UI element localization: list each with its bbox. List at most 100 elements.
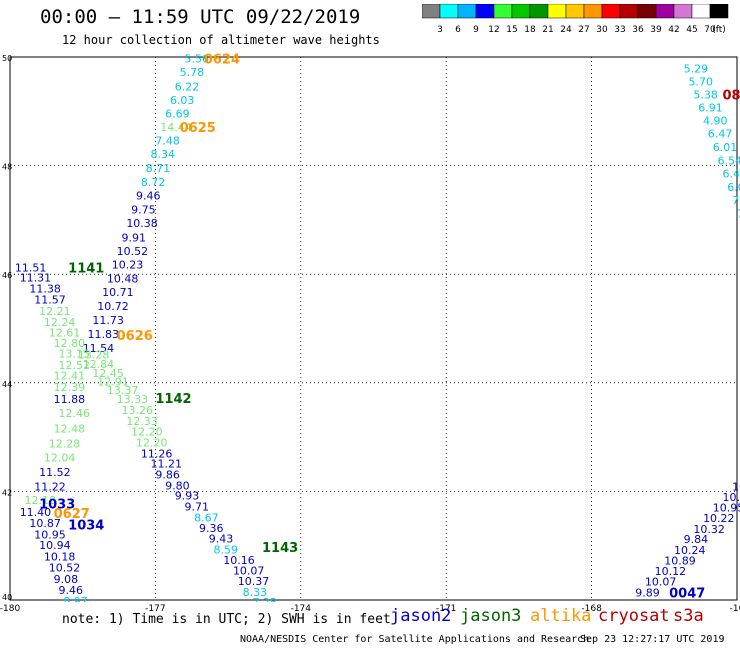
wave-height-value: 9.91 [121,231,145,244]
colorbar-label: 27 [578,25,589,35]
wave-height-value: 12.20 [136,437,168,450]
latitude-tick-label: 44 [2,380,12,389]
colorbar-label: 6 [455,25,461,35]
map-subtitle: 12 hour collection of altimeter wave hei… [62,33,380,47]
wave-height-value: 8.97 [63,595,88,608]
wave-height-value: 6.91 [698,101,723,114]
wave-height-value: 11.26 [141,447,173,460]
latitude-tick-label: 42 [2,488,12,497]
wave-height-value: 5.78 [180,66,205,79]
wave-height-value: 11.52 [39,466,71,479]
wave-height-value: 12.52 [58,359,90,372]
longitude-tick-label: -16 [730,604,740,614]
map-title: 00:00 – 11:59 UTC 09/22/2019 [40,6,361,28]
wave-height-value: 12.04 [44,452,76,465]
wave-height-value: 8.67 [194,511,219,524]
wave-height-value: 12.80 [54,337,85,350]
wave-height-value: 12.46 [58,407,90,420]
wave-height-value: 12.24 [44,316,76,329]
wave-height-value: 12.20 [131,426,163,439]
wave-height-value: 11.57 [34,294,66,307]
pass-time-label: 0047 [669,586,705,601]
latitude-tick-label: 40 [2,593,12,602]
wave-height-value: 13.33 [117,393,149,406]
colorbar-label: 24 [560,25,572,35]
wave-height-value: 12.61 [49,326,80,339]
colorbar-swatch [709,4,729,19]
wave-height-value: 9.46 [58,584,83,597]
colorbar-label: 15 [506,25,517,35]
wave-height-value: 12.41 [54,370,85,383]
longitude-tick-label: -168 [581,604,602,614]
pass-time-label: 0626 [117,329,153,344]
wave-height-value: 14.44 [160,121,192,134]
color-scale-bar: 3 6 9 12 15 18 21 24 27 30 33 36 39 42 45 70(ft) [422,4,729,35]
wave-height-value: 10.24 [674,544,706,557]
wave-height-value: 13.28 [78,349,110,362]
wave-height-value: 9.43 [209,533,234,546]
wave-height-value: 10.23 [112,258,144,271]
wave-height-value: 10.94 [39,539,71,552]
wave-height-value: 12.28 [49,438,80,451]
wave-height-value: 4.90 [703,115,728,128]
wave-height-value: 6.69 [165,107,190,120]
longitude-tick-label: -180 [0,604,20,614]
wave-height-value: 7.31 [737,207,740,220]
pass-time-label: 0627 [54,507,90,522]
longitude-tick-label: -174 [291,604,312,614]
legend-altika: altika [530,606,592,626]
wave-height-value: 7.86 [732,194,740,207]
wave-height-value: 10.22 [703,512,735,525]
pass-time-label: 1034 [68,519,104,534]
wave-height-value: 11.21 [151,458,183,471]
wave-height-value: 10.87 [29,517,60,530]
wave-height-value: 8.59 [214,544,239,557]
wave-height-value: 10.12 [655,565,687,578]
wave-height-value: 9.08 [54,573,78,586]
wave-height-value: 8.72 [141,176,166,189]
wave-height-value: 11.83 [88,328,120,341]
credit-text: NOAA/NESDIS Center for Satellite Applica… [240,634,590,645]
latitude-tick-label: 46 [2,271,12,280]
wave-height-value: 13.26 [121,404,152,417]
colorbar-label: 39 [650,25,662,35]
wave-height-value: 10.38 [126,217,158,230]
wave-height-value: 13.15 [58,347,90,360]
colorbar-label: 70 [704,25,716,35]
colorbar-label: 3 [437,25,443,35]
wave-height-value: 10.07 [645,576,677,589]
wave-height-value: 10.37 [238,575,270,588]
pass-time-label: 1142 [155,392,191,407]
wave-height-value: 6.03 [170,94,195,107]
wave-height-value: 6.47 [722,168,740,181]
footer-note: note: 1) Time is in UTC; 2) SWH is in fe… [62,612,391,627]
wave-height-value: 8.33 [243,586,268,599]
colorbar-label: 21 [542,25,553,35]
pass-time-label: 1141 [68,262,104,277]
wave-height-value: 13.37 [107,384,139,397]
observation-layer: 5.565.786.226.036.6914.447.488.348.718.7… [15,53,740,608]
colorbar-label: 42 [668,25,679,35]
wave-height-value: 10.95 [34,528,66,541]
wave-height-value: 8.34 [151,148,176,161]
wave-height-value: 11.40 [20,506,52,519]
wave-height-value: 12.33 [126,415,158,428]
wave-height-value: 10.70 [722,491,740,504]
wave-height-value: 12.45 [92,367,124,380]
wave-height-value: 11.38 [29,282,60,295]
legend-jason2: jason2 [390,606,452,626]
legend-jason3: jason3 [460,606,522,626]
wave-height-value: 5.29 [684,62,709,75]
wave-height-value: 7.48 [155,135,180,148]
wave-height-value: 10.48 [107,273,139,286]
wave-height-value: 12.91 [97,376,128,389]
wave-height-value: 11.54 [83,342,115,355]
wave-height-value: 10.95 [713,502,740,515]
wave-height-value: 9.46 [136,189,161,202]
wave-height-value: 9.84 [684,533,709,546]
colorbar-label: 36 [632,25,644,35]
wave-height-value: 8.71 [146,162,171,175]
wave-height-value: 6.47 [708,128,733,141]
wave-height-value: 11.88 [54,393,85,406]
latitude-tick-label: 50 [2,54,12,63]
